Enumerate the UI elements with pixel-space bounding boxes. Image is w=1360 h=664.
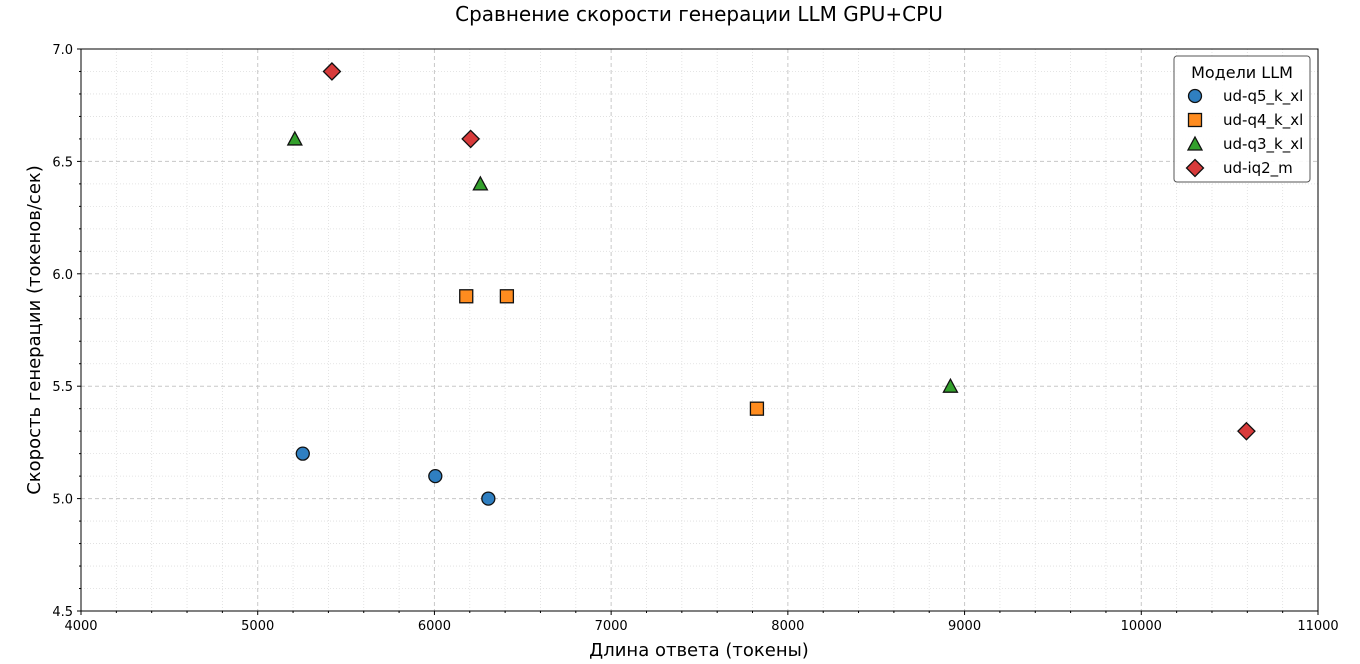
legend-marker-ud-q5_k_xl (1187, 88, 1203, 104)
data-point-ud-q4_k_xl (749, 401, 765, 416)
y-tick-label: 5.5 (52, 380, 73, 395)
x-tick-label: 4000 (64, 619, 97, 634)
legend-label: ud-q3_k_xl (1223, 135, 1303, 154)
chart-title: Сравнение скорости генерации LLM GPU+CPU (455, 2, 943, 26)
legend-title: Модели LLM (1191, 63, 1293, 82)
legend: Модели LLM ud-q5_k_xl ud-q4_k_xl ud-q3_k_x… (1173, 55, 1311, 183)
grid (80, 48, 1319, 612)
legend-label: ud-iq2_m (1223, 159, 1293, 178)
data-point-ud-q5_k_xl (428, 468, 443, 484)
plot-frame (80, 48, 1319, 612)
data-point-ud-iq2_m (322, 62, 342, 81)
data-point-ud-iq2_m (1237, 421, 1256, 441)
x-tick-label: 8000 (771, 619, 804, 634)
data-point-ud-q3_k_xl (472, 175, 489, 191)
data-point-ud-iq2_m (461, 129, 481, 149)
y-tick-label: 4.5 (52, 605, 73, 620)
axis-ticks: 4000 5000 6000 7000 8000 9000 10000 11000 4.5 5.0… (52, 43, 1338, 634)
data-point-ud-q5_k_xl (481, 491, 496, 506)
legend-label: ud-q5_k_xl (1223, 87, 1303, 106)
y-axis-label: Скорость генерации (токенов/сек) (24, 165, 45, 495)
legend-marker-ud-q4_k_xl (1187, 112, 1203, 128)
legend-box (1173, 55, 1311, 183)
x-tick-label: 7000 (595, 619, 628, 634)
data-points (286, 62, 1256, 506)
x-tick-label: 6000 (418, 619, 451, 634)
x-tick-label: 11000 (1297, 619, 1338, 634)
data-point-ud-q3_k_xl (942, 377, 959, 393)
data-point-ud-q4_k_xl (459, 289, 474, 304)
data-point-ud-q3_k_xl (286, 130, 303, 146)
x-axis-label: Длина ответа (токены) (589, 640, 809, 661)
legend-marker-ud-q3_k_xl (1186, 135, 1204, 151)
y-tick-label: 6.0 (52, 268, 73, 283)
data-point-ud-q4_k_xl (499, 289, 515, 304)
x-tick-label: 10000 (1121, 619, 1162, 634)
x-tick-label: 9000 (948, 619, 981, 634)
data-point-ud-q5_k_xl (295, 446, 310, 461)
y-tick-label: 6.5 (52, 155, 73, 170)
legend-label: ud-q4_k_xl (1223, 111, 1303, 130)
y-tick-label: 7.0 (52, 43, 73, 58)
x-tick-label: 5000 (241, 619, 274, 634)
y-tick-label: 5.0 (52, 493, 73, 508)
legend-marker-ud-iq2_m (1185, 158, 1205, 178)
